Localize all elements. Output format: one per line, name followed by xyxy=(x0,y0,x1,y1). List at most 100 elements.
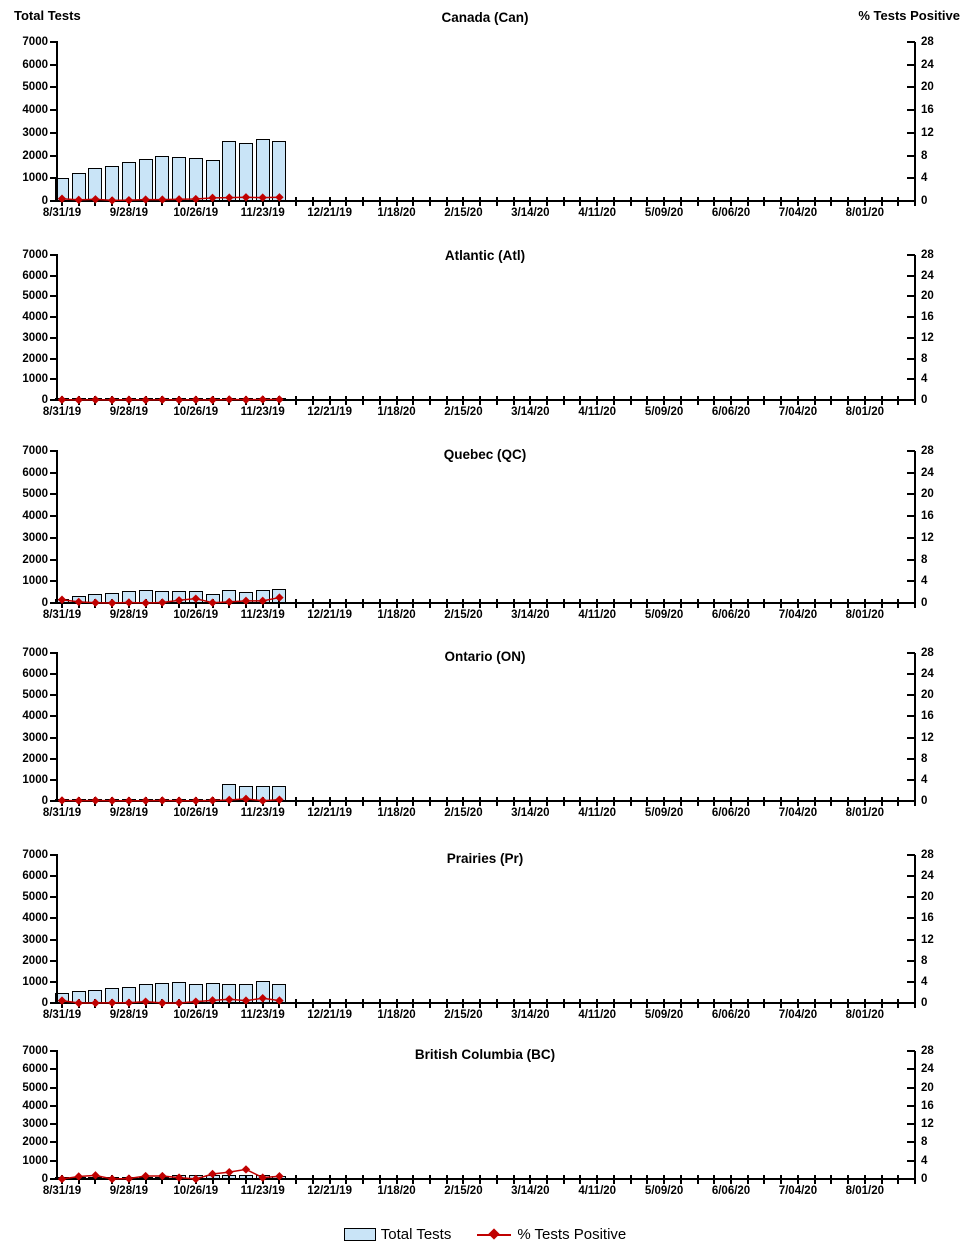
x-axis-tick-label: 10/26/19 xyxy=(173,609,219,621)
right-axis-tick-label: 8 xyxy=(921,149,928,162)
panel-title: Prairies (Pr) xyxy=(446,851,524,866)
right-axis-tick-label: 8 xyxy=(921,352,928,365)
left-axis-tick-label: 0 xyxy=(41,1173,48,1185)
left-axis-tick-label: 6000 xyxy=(22,269,48,282)
left-axis-tick-label: 2000 xyxy=(22,553,48,566)
right-axis-tick xyxy=(907,1050,915,1052)
right-axis-tick-label: 28 xyxy=(921,647,934,659)
left-axis-tick-label: 2000 xyxy=(22,149,48,162)
left-axis-tick-label: 5000 xyxy=(22,290,48,303)
x-axis-tick-label: 2/15/20 xyxy=(444,1185,483,1197)
left-axis-tick-label: 7000 xyxy=(22,445,48,457)
panel-title: Quebec (QC) xyxy=(443,447,527,462)
x-axis-tick-label: 5/09/20 xyxy=(644,1185,684,1197)
right-axis-tick-label: 24 xyxy=(921,466,934,479)
right-axis-tick-label: 20 xyxy=(921,891,934,904)
left-axis-tick-label: 7000 xyxy=(22,647,48,659)
right-axis-tick-label: 16 xyxy=(921,710,934,723)
left-axis-tick-label: 0 xyxy=(41,394,48,406)
left-axis-tick-label: 7000 xyxy=(22,249,48,261)
right-axis-tick-label: 24 xyxy=(921,1063,934,1076)
left-axis-tick-label: 5000 xyxy=(22,1081,48,1094)
left-axis-tick-label: 3000 xyxy=(22,126,48,139)
x-axis-tick-label: 8/31/19 xyxy=(42,807,82,819)
x-axis-tick-label: 9/28/19 xyxy=(109,807,149,819)
left-axis-tick-label: 1000 xyxy=(22,373,48,386)
x-axis xyxy=(56,800,916,802)
x-axis-tick-label: 12/21/19 xyxy=(307,1185,352,1197)
right-axis-tick-label: 4 xyxy=(921,172,928,185)
right-axis-tick xyxy=(907,1123,915,1126)
left-axis-tick xyxy=(50,1068,58,1071)
x-axis-tick-label: 10/26/19 xyxy=(173,807,219,819)
right-axis-tick xyxy=(907,959,915,962)
x-axis-tick-label: 12/21/19 xyxy=(307,406,352,418)
left-axis-tick-label: 5000 xyxy=(22,689,48,702)
x-axis-tick-label: 5/09/20 xyxy=(644,807,684,819)
left-axis-tick xyxy=(50,673,58,676)
right-axis-tick-label: 16 xyxy=(921,311,934,324)
left-axis-tick xyxy=(50,1141,58,1144)
x-axis-tick-label: 2/15/20 xyxy=(444,207,483,219)
x-axis-tick-label: 3/14/20 xyxy=(511,406,550,418)
right-axis-tick-label: 0 xyxy=(921,997,928,1009)
left-axis-tick-label: 1000 xyxy=(22,172,48,185)
left-axis-tick xyxy=(50,471,58,474)
left-axis-tick-label: 4000 xyxy=(22,104,48,117)
left-axis-tick xyxy=(50,1050,58,1052)
total-tests-bar xyxy=(188,157,203,201)
x-axis-tick-label: 4/11/20 xyxy=(578,609,617,621)
left-axis-tick xyxy=(50,536,58,539)
right-axis-tick xyxy=(907,757,915,760)
x-axis-tick-label: 8/31/19 xyxy=(42,406,82,418)
x-axis xyxy=(56,399,916,401)
x-axis-tick-label: 10/26/19 xyxy=(173,406,219,418)
x-axis-tick-label: 4/11/20 xyxy=(578,1009,617,1021)
right-axis-tick-label: 28 xyxy=(921,249,934,261)
right-axis-tick-label: 16 xyxy=(921,912,934,925)
panel-title: Canada (Can) xyxy=(441,10,529,25)
left-axis-tick xyxy=(50,86,58,89)
right-axis-tick xyxy=(907,515,915,518)
x-axis-tick-label: 4/11/20 xyxy=(578,406,617,418)
panel-title: Ontario (ON) xyxy=(444,649,526,664)
right-axis-tick xyxy=(907,1068,915,1071)
left-axis-tick xyxy=(50,938,58,941)
right-axis-tick xyxy=(907,736,915,739)
x-axis-tick-label: 1/18/20 xyxy=(377,807,416,819)
left-axis-tick-label: 0 xyxy=(41,795,48,807)
y-axis-right xyxy=(914,255,916,401)
left-axis-tick xyxy=(50,399,58,401)
left-axis-tick xyxy=(50,694,58,697)
left-axis-tick xyxy=(50,1104,58,1107)
x-axis-tick-label: 8/01/20 xyxy=(845,609,884,621)
x-axis-tick-label: 7/04/20 xyxy=(778,1185,818,1197)
right-axis-tick xyxy=(907,938,915,941)
right-axis-tick xyxy=(907,177,915,180)
left-axis-tick xyxy=(50,757,58,760)
x-axis-tick-label: 6/06/20 xyxy=(711,609,751,621)
right-axis-tick xyxy=(907,778,915,781)
x-axis-tick-label: 2/15/20 xyxy=(444,609,483,621)
right-axis-tick xyxy=(907,378,915,381)
left-axis-tick-label: 7000 xyxy=(22,1045,48,1057)
left-axis-tick-label: 0 xyxy=(41,195,48,207)
left-axis-tick-label: 4000 xyxy=(22,710,48,723)
right-axis-tick-label: 16 xyxy=(921,510,934,523)
y-axis-left xyxy=(56,1051,58,1180)
left-axis-tick xyxy=(50,558,58,561)
x-axis-tick-label: 7/04/20 xyxy=(778,807,818,819)
left-axis-tick-label: 6000 xyxy=(22,870,48,883)
x-axis-tick-label: 8/01/20 xyxy=(845,1009,884,1021)
left-axis-tick-label: 6000 xyxy=(22,58,48,71)
right-axis-tick-label: 20 xyxy=(921,1081,934,1094)
left-axis-tick xyxy=(50,800,58,802)
left-axis-tick xyxy=(50,336,58,339)
left-axis-tick-label: 1000 xyxy=(22,975,48,988)
x-axis-tick-label: 11/23/19 xyxy=(240,1009,285,1021)
right-axis-tick xyxy=(907,694,915,697)
total-tests-bar xyxy=(138,158,153,201)
total-tests-bar xyxy=(172,156,187,201)
left-axis-tick xyxy=(50,917,58,920)
